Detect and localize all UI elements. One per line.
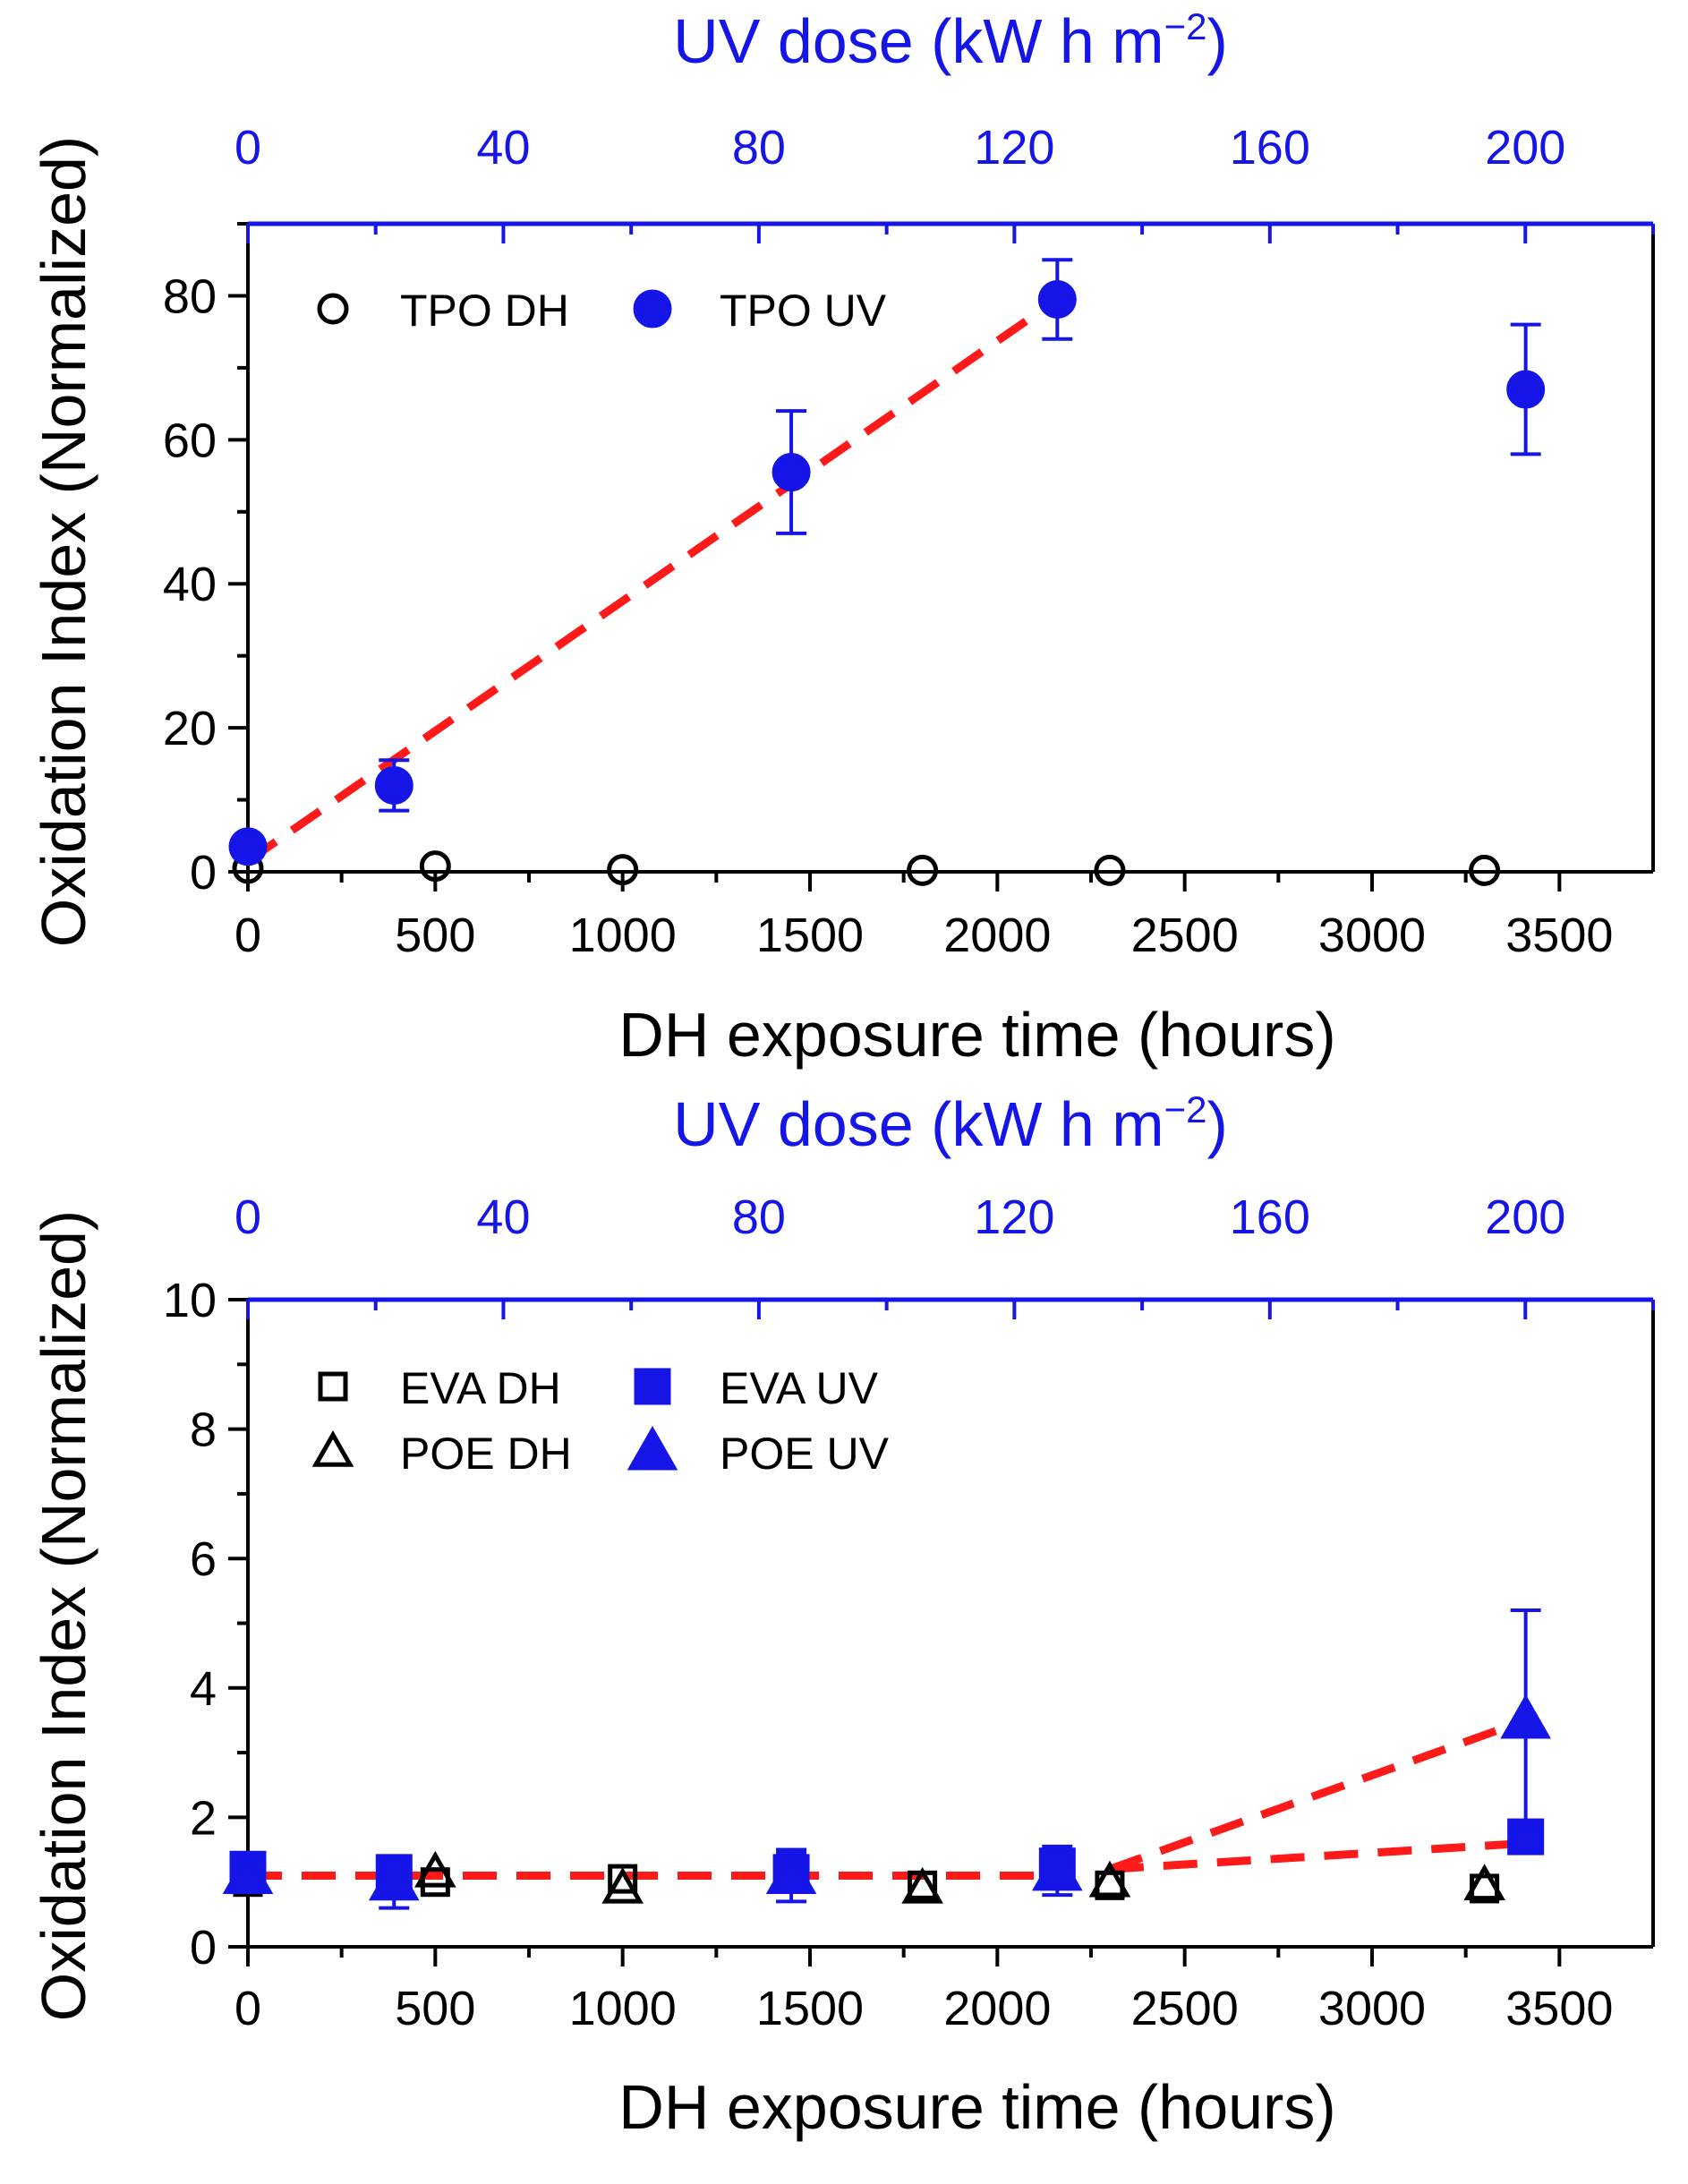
- y-tick-label: 60: [163, 414, 217, 467]
- x2-axis-title-main: UV dose (kW h m: [673, 6, 1164, 76]
- data-point: [419, 850, 451, 883]
- x-tick-label: 2000: [943, 909, 1051, 962]
- fit-line: [1108, 1716, 1528, 1873]
- x2-axis-title: UV dose (kW h m−2): [673, 1088, 1228, 1159]
- x-tick-label: 1500: [756, 909, 864, 962]
- x-tick-label: 1000: [569, 1982, 677, 2035]
- x2-tick-label: 120: [974, 1190, 1054, 1244]
- x2-tick-label: 40: [476, 1190, 530, 1244]
- data-point: [1463, 1864, 1505, 1901]
- series-tpo-dh: [232, 850, 1501, 886]
- data-point: [374, 765, 413, 805]
- y-tick-label: 40: [163, 558, 217, 611]
- data-point: [1094, 854, 1126, 886]
- chart-panel-top: 0 500 1000 1500 2000 2500 3000 3500 0 20 40 60 80 0 40…: [29, 5, 1655, 1070]
- y-tick-label: 80: [163, 269, 217, 323]
- legend-marker: [634, 1368, 671, 1405]
- data-point: [1506, 370, 1546, 409]
- x-tick-label: 3500: [1505, 909, 1613, 962]
- fit-line: [245, 295, 1060, 865]
- x2-axis-title-main: UV dose (kW h m: [673, 1089, 1164, 1159]
- y-tick-label: 8: [190, 1403, 217, 1457]
- x2-axis-title-end: ): [1207, 1089, 1228, 1159]
- x2-axis-title-end: ): [1207, 6, 1228, 76]
- x2-tick-label: 160: [1230, 121, 1310, 175]
- x2-tick-label: 0: [234, 121, 261, 175]
- data-point: [601, 1866, 644, 1904]
- x2-tick-label: 160: [1230, 1190, 1310, 1244]
- data-point: [228, 827, 268, 866]
- x2-tick-label: 0: [234, 1190, 261, 1244]
- y-tick-label: 4: [190, 1662, 217, 1716]
- x2-axis-title-sup: −2: [1164, 1088, 1207, 1130]
- data-point: [901, 1866, 943, 1904]
- data-point: [1500, 1693, 1551, 1739]
- y-axis-title: Oxidation Index (Normalized): [29, 1210, 98, 2021]
- series-tpo-uv: [228, 258, 1546, 866]
- x2-tick-label: 120: [974, 121, 1054, 175]
- x2-tick-label: 80: [732, 121, 786, 175]
- x-tick-label: 3000: [1318, 909, 1426, 962]
- y-tick-label: 10: [163, 1274, 217, 1327]
- x-tick-label: 500: [395, 909, 475, 962]
- data-point: [1088, 1860, 1131, 1898]
- x2-tick-label: 80: [732, 1190, 786, 1244]
- x-tick-label: 0: [234, 1982, 261, 2035]
- y-tick-label: 0: [190, 1921, 217, 1975]
- y-tick-label: 20: [163, 702, 217, 755]
- data-point: [765, 1849, 817, 1894]
- legend-label: TPO UV: [720, 286, 887, 336]
- data-point: [420, 1867, 450, 1898]
- legend-label: POE DH: [400, 1429, 572, 1479]
- y-tick-label: 0: [190, 846, 217, 900]
- data-point: [1032, 1846, 1083, 1891]
- chart-panel-bottom: 0 500 1000 1500 2000 2500 3000 3500 0 2 4 6 8 10 0 40 80…: [29, 1088, 1655, 2142]
- legend: TPO DH TPO UV: [317, 286, 887, 336]
- x-tick-label: 2500: [1131, 909, 1239, 962]
- x-tick-label: 2500: [1131, 1982, 1239, 2035]
- legend-marker: [318, 1371, 348, 1402]
- y-tick-label: 2: [190, 1791, 217, 1845]
- data-point: [772, 453, 811, 492]
- legend-label: EVA UV: [720, 1363, 879, 1413]
- legend-marker: [627, 1425, 678, 1471]
- x-tick-label: 500: [395, 1982, 475, 2035]
- legend-label: EVA DH: [400, 1363, 561, 1413]
- x-tick-label: 2000: [943, 1982, 1051, 2035]
- legend-marker: [311, 1429, 354, 1467]
- x-axis-title: DH exposure time (hours): [618, 2072, 1335, 2142]
- x-tick-label: 1000: [569, 909, 677, 962]
- x2-axis-title-sup: −2: [1164, 5, 1207, 47]
- fit-line: [1109, 1838, 1526, 1873]
- y-tick-label: 6: [190, 1532, 217, 1586]
- legend-label: TPO DH: [400, 286, 569, 336]
- data-point: [607, 854, 639, 886]
- x-axis-title: DH exposure time (hours): [618, 1000, 1335, 1070]
- x2-tick-label: 40: [476, 121, 530, 175]
- data-point: [907, 854, 939, 886]
- x2-tick-label: 200: [1485, 121, 1565, 175]
- data-point: [1469, 854, 1501, 886]
- x2-axis-title: UV dose (kW h m−2): [673, 5, 1228, 76]
- legend-marker: [317, 293, 349, 325]
- legend-label: POE UV: [720, 1429, 890, 1479]
- legend-marker: [633, 289, 672, 328]
- data-point: [368, 1856, 420, 1901]
- data-point: [414, 1850, 456, 1888]
- data-point: [222, 1849, 274, 1894]
- data-point: [608, 1864, 638, 1894]
- legend: EVA DH EVA UV POE DH POE UV: [311, 1363, 890, 1479]
- x2-tick-label: 200: [1485, 1190, 1565, 1244]
- y-axis-title: Oxidation Index (Normalized): [29, 136, 98, 947]
- x-tick-label: 1500: [756, 1982, 864, 2035]
- x-tick-label: 3500: [1505, 1982, 1613, 2035]
- x-tick-label: 3000: [1318, 1982, 1426, 2035]
- series-poe-uv: [222, 1608, 1551, 1910]
- x-tick-label: 0: [234, 909, 261, 962]
- data-point: [1037, 279, 1077, 319]
